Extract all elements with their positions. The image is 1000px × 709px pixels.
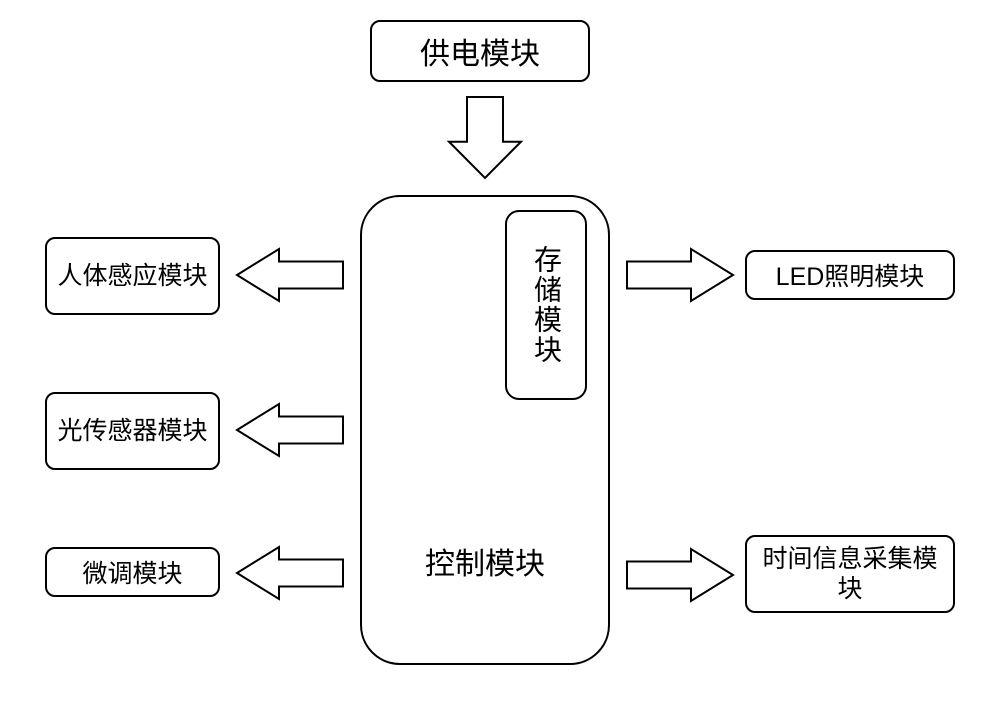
node-time: 时间信息采集模块: [745, 535, 955, 613]
node-light: 光传感器模块: [45, 392, 220, 470]
arrow-control-to-human: [235, 245, 345, 305]
arrow-power-to-control: [445, 95, 525, 180]
arrow-control-to-finetune: [235, 543, 345, 603]
node-led: LED照明模块: [745, 250, 955, 300]
node-power: 供电模块: [370, 20, 590, 82]
arrow-control-to-light: [235, 400, 345, 460]
node-storage: 存储模块: [505, 210, 587, 400]
arrow-control-to-led: [625, 245, 735, 305]
node-human: 人体感应模块: [45, 237, 220, 315]
node-finetune: 微调模块: [45, 547, 220, 597]
node-storage-label: 存储模块: [526, 245, 566, 365]
node-control-label: 控制模块: [362, 539, 608, 583]
arrow-control-to-time: [625, 545, 735, 605]
